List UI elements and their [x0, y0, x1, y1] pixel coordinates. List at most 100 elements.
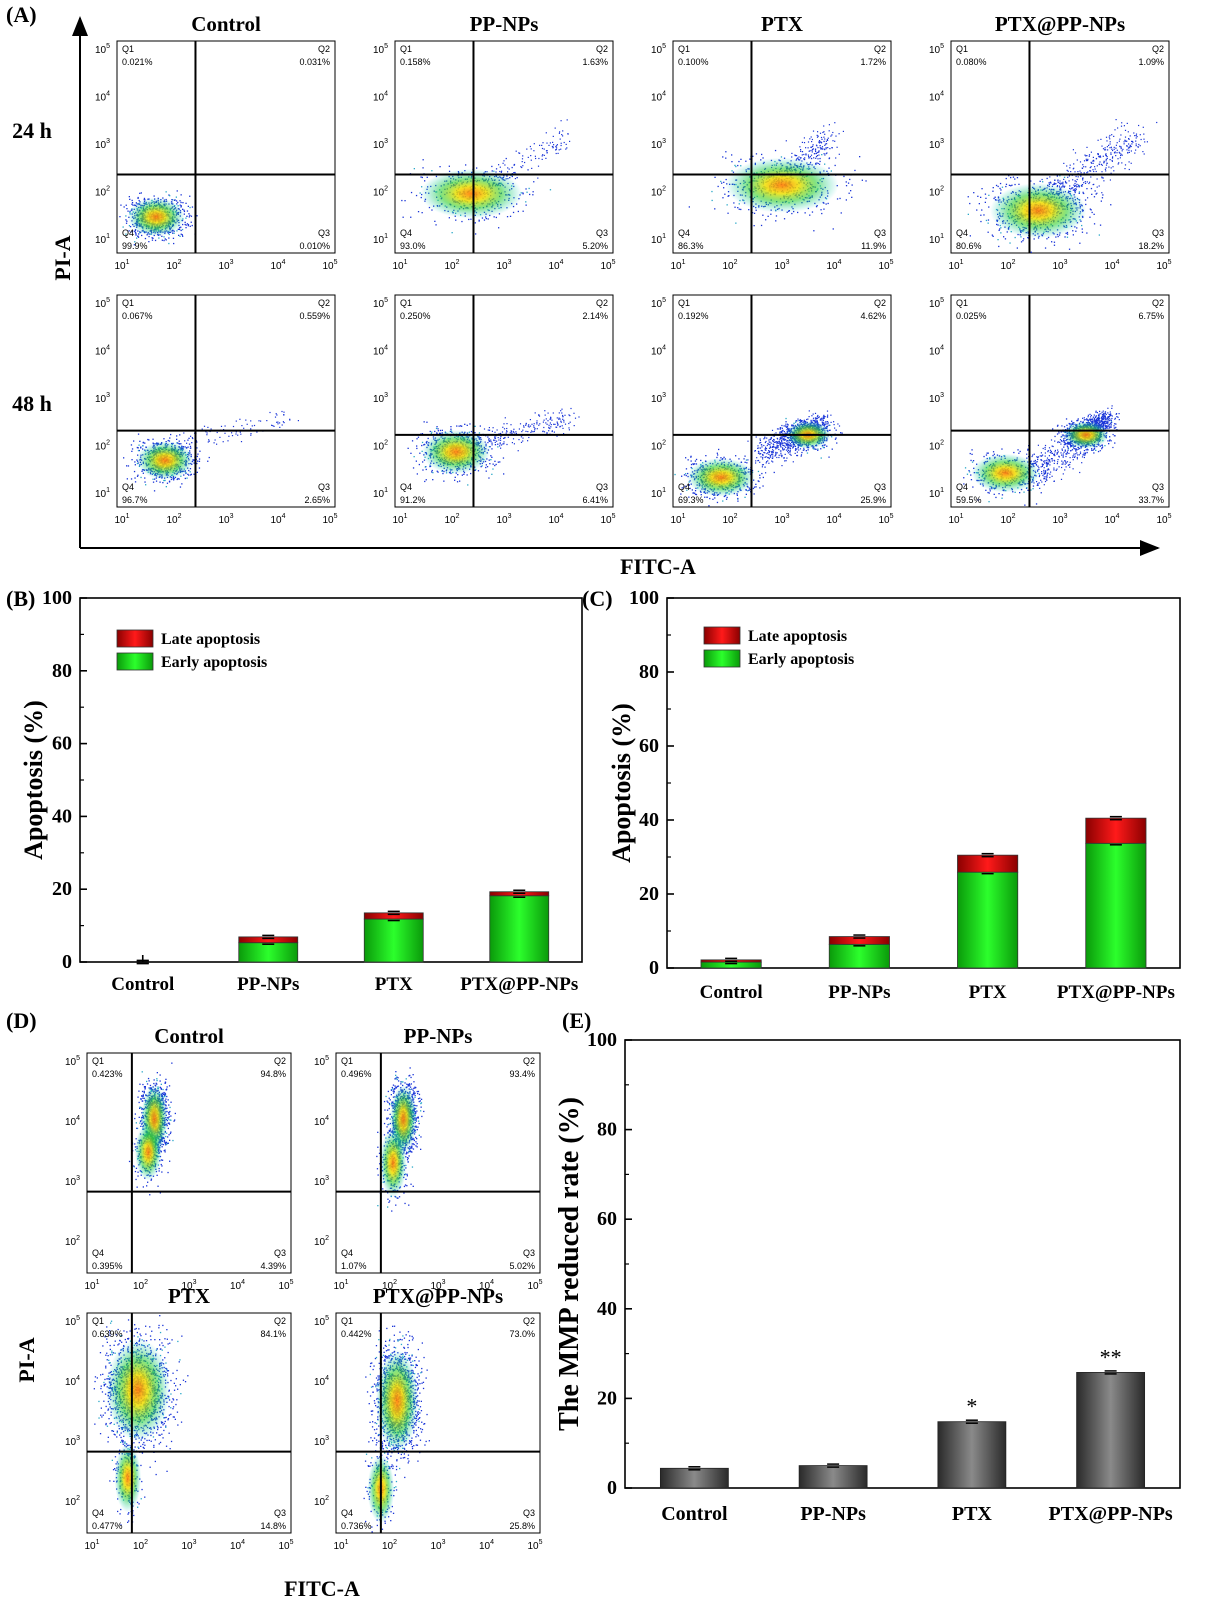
quadrant-percent: 6.41%: [582, 495, 608, 505]
quadrant-percent: 33.7%: [1138, 495, 1164, 505]
x-category-label: PTX@PP-NPs: [460, 974, 578, 995]
quadrant-label: Q1: [400, 298, 412, 308]
panel-label-a: (A): [6, 2, 37, 27]
quadrant-percent: 14.8%: [260, 1521, 286, 1531]
quadrant-label: Q1: [341, 1316, 353, 1326]
y-tick-label: 100: [42, 587, 72, 609]
x-tick-label: 103: [1052, 513, 1067, 526]
bar-late-apoptosis: [957, 854, 1019, 873]
flow-plot-title: PP-NPs: [470, 12, 539, 36]
y-tick-label: 60: [639, 735, 659, 757]
legend-label-late: Late apoptosis: [748, 628, 847, 645]
x-tick-label: 103: [430, 1279, 445, 1292]
plot-frame: [394, 40, 614, 254]
density-hotspot: [1063, 421, 1109, 449]
quadrant-label: Q1: [400, 44, 412, 54]
time-label-48h: 48 h: [12, 391, 52, 416]
density-hotspot: [114, 1443, 142, 1513]
quadrant-percent: 59.5%: [956, 495, 982, 505]
quadrant-percent: 0.080%: [956, 57, 987, 67]
density-hotspot: [725, 157, 839, 213]
quadrant-percent: 0.010%: [299, 241, 330, 251]
bar-early-apoptosis: [363, 918, 424, 963]
quadrant-label: Q2: [1152, 298, 1164, 308]
quadrant-label: Q2: [1152, 44, 1164, 54]
y-tick-label: 102: [373, 440, 388, 453]
quadrant-label: Q2: [874, 44, 886, 54]
density-hotspot: [375, 1349, 419, 1453]
quadrant-label: Q2: [523, 1316, 535, 1326]
plot-frame: [335, 1052, 541, 1274]
density-hotspot: [971, 453, 1040, 493]
y-tick-label: 103: [95, 392, 110, 405]
density-hotspot: [127, 197, 185, 237]
y-tick-label: 102: [314, 1235, 329, 1248]
y-tick-label: 0: [607, 1477, 617, 1499]
plot-frame: [394, 294, 614, 508]
flow-plot: Q1 0.021% Q2 0.031% Q3 0.010% Q4 99.9% Control 10…: [95, 12, 338, 272]
quadrant-label: Q1: [678, 298, 690, 308]
quadrant-percent: 2.65%: [304, 495, 330, 505]
flow-plot: Q1 0.067% Q2 0.559% Q3 2.65% Q4 96.7% 101 102 103 1…: [95, 294, 338, 526]
flow-plot: Q1 0.496% Q2 93.4% Q3 5.02% Q4 1.07% PP-NPs 101 10…: [314, 1024, 543, 1292]
x-tick-label: 101: [84, 1539, 99, 1552]
x-tick-label: 104: [1104, 259, 1119, 272]
panel-a-ylabel: PI-A: [50, 235, 75, 280]
quadrant-percent: 5.20%: [582, 241, 608, 251]
quadrant-percent: 1.72%: [860, 57, 886, 67]
x-tick-label: 101: [392, 259, 407, 272]
quadrant-percent: 86.3%: [678, 241, 704, 251]
quadrant-percent: 4.39%: [260, 1261, 286, 1271]
quadrant-percent: 5.02%: [509, 1261, 535, 1271]
y-tick-label: 101: [373, 487, 388, 500]
y-tick-label: 103: [651, 392, 666, 405]
quadrant-percent: 0.067%: [122, 311, 153, 321]
quadrant-percent: 0.250%: [400, 311, 431, 321]
x-tick-label: 104: [230, 1279, 245, 1292]
bar-mmp: [659, 1467, 729, 1489]
flow-plot: Q1 0.080% Q2 1.09% Q3 18.2% Q4 80.6% PTX@PP-NPs 1…: [929, 12, 1172, 272]
quadrant-percent: 1.07%: [341, 1261, 367, 1271]
panel-label-d: (D): [6, 1008, 37, 1033]
flow-plot-title: Control: [191, 12, 261, 36]
x-category-label: Control: [700, 982, 763, 1003]
bar-early-apoptosis: [1085, 842, 1147, 969]
x-category-label: PTX@PP-NPs: [1049, 1503, 1173, 1525]
x-tick-label: 104: [826, 513, 841, 526]
panel-label-c: (C): [582, 586, 613, 611]
quadrant-percent: 0.736%: [341, 1521, 372, 1531]
quadrant-label: Q1: [956, 298, 968, 308]
quadrant-percent: 93.4%: [509, 1069, 535, 1079]
significance-annotation: *: [966, 1394, 977, 1419]
quadrant-percent: 80.6%: [956, 241, 982, 251]
y-tick-label: 101: [651, 487, 666, 500]
bar-early-apoptosis: [238, 942, 299, 963]
quadrant-percent: 99.9%: [122, 241, 148, 251]
quadrant-label: Q1: [341, 1056, 353, 1066]
y-tick-label: 0: [62, 951, 72, 973]
y-tick-label: 101: [929, 487, 944, 500]
legend-swatch-late: [703, 626, 741, 645]
quadrant-percent: 18.2%: [1138, 241, 1164, 251]
y-tick-label: 105: [373, 297, 388, 310]
y-axis-label: Apoptosis (%): [607, 703, 636, 863]
y-tick-label: 103: [314, 1435, 329, 1448]
x-tick-label: 105: [878, 259, 893, 272]
density-hotspot: [136, 441, 194, 480]
x-tick-label: 101: [333, 1539, 348, 1552]
y-tick-label: 103: [314, 1175, 329, 1188]
x-category-label: PTX: [952, 1503, 993, 1525]
x-tick-label: 101: [392, 513, 407, 526]
y-tick-label: 102: [314, 1495, 329, 1508]
panel-d-ylabel: PI-A: [14, 1337, 39, 1382]
x-tick-label: 105: [278, 1279, 293, 1292]
flow-plot-title: Control: [154, 1024, 224, 1048]
x-tick-label: 103: [181, 1539, 196, 1552]
x-tick-label: 102: [444, 259, 459, 272]
panel-a-axes: [72, 16, 1160, 556]
flow-plot: Q1 0.250% Q2 2.14% Q3 6.41% Q4 91.2% 101 102 103 10…: [373, 294, 616, 526]
y-tick-label: 103: [95, 138, 110, 151]
quadrant-label: Q3: [596, 482, 608, 492]
quadrant-label: Q2: [596, 44, 608, 54]
panel-e-chart: 0 20 40 60 80 100 The MMP reduced rate (%) Cont…: [554, 1029, 1181, 1525]
